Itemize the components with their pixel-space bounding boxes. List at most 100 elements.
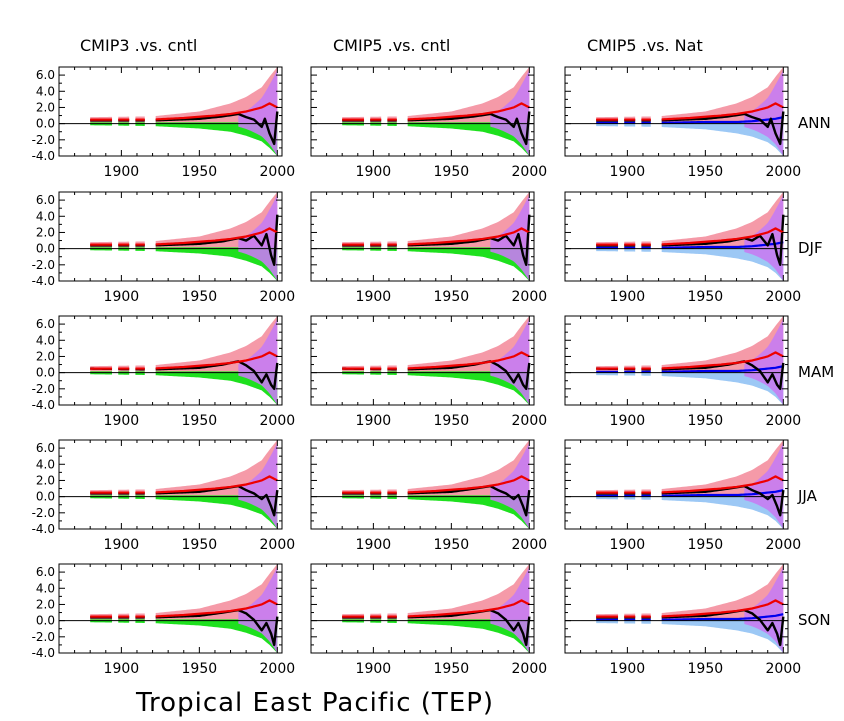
panel-frame <box>310 66 535 157</box>
plot-area <box>90 67 279 156</box>
y-tick-label: -4.0 <box>32 646 55 660</box>
y-tick-label: 4.0 <box>36 209 55 223</box>
cntl-band <box>155 495 278 529</box>
cntl-band <box>407 371 530 405</box>
forced-band <box>661 67 784 124</box>
row-label-djf: DJF <box>798 239 823 257</box>
panel-son-3: 1900 1950 2000 <box>564 563 801 677</box>
cntl-band <box>155 371 278 405</box>
plot-area <box>90 192 279 281</box>
y-tick-label: 2.0 <box>36 597 55 611</box>
y-tick-label: 6.0 <box>36 441 55 455</box>
x-tick-label: 2000 <box>512 661 548 677</box>
y-tick-label: 6.0 <box>36 193 55 207</box>
x-tick-label: 1900 <box>356 661 392 677</box>
x-tick-label: 2000 <box>260 661 296 677</box>
forced-trend-line <box>407 475 530 494</box>
panel-frame <box>564 191 789 282</box>
forced-trend-line <box>661 475 784 494</box>
forced-trend-line <box>661 351 784 370</box>
cntl-band <box>135 619 145 623</box>
y-tick-label: -2.0 <box>32 258 55 272</box>
panel-frame <box>58 563 283 654</box>
x-tick-label: 2000 <box>766 413 802 429</box>
cntl-band <box>387 247 397 251</box>
plot-area <box>596 316 785 405</box>
x-tick-label: 2000 <box>766 537 802 553</box>
obs-trend-line <box>661 111 785 146</box>
forced-band <box>155 316 278 373</box>
x-tick-label: 1900 <box>610 289 646 305</box>
cntl-band <box>155 122 278 156</box>
nat-band <box>661 122 784 156</box>
y-tick-label: 0.0 <box>36 366 55 380</box>
x-tick-label: 1900 <box>610 164 646 180</box>
y-tick-label: 2.0 <box>36 473 55 487</box>
forced-band <box>155 67 278 124</box>
forced-trend-line <box>407 102 530 121</box>
panel-frame <box>58 191 283 282</box>
obs-trend-line <box>407 214 531 267</box>
y-tick-label: 2.0 <box>36 349 55 363</box>
y-tick-label: 6.0 <box>36 68 55 82</box>
cntl-band <box>135 371 145 375</box>
x-tick-label: 1950 <box>434 289 470 305</box>
forced-trend-line <box>661 599 784 618</box>
overlap-band <box>238 318 278 405</box>
forced-band <box>407 192 530 249</box>
y-tick-label: 4.0 <box>36 84 55 98</box>
x-tick-label: 1950 <box>182 537 218 553</box>
y-tick-label: 0.0 <box>36 117 55 131</box>
panel-frame <box>58 439 283 530</box>
y-tick-label: 6.0 <box>36 565 55 579</box>
panel-son-1: 1900 1950 2000 6.0 4.0 2.0 0.0 -2.0 -4.0 <box>32 563 296 677</box>
x-tick-label: 2000 <box>260 164 296 180</box>
cntl-band <box>387 619 397 623</box>
panel-frame <box>58 315 283 406</box>
overlap-band <box>238 566 278 653</box>
x-tick-label: 2000 <box>512 289 548 305</box>
nat-trend-line <box>661 365 784 373</box>
nat-band <box>661 495 784 529</box>
overlap-band <box>490 194 530 281</box>
y-tick-label: 0.0 <box>36 490 55 504</box>
x-tick-label: 1900 <box>356 413 392 429</box>
plot-area <box>596 192 785 281</box>
forced-band <box>407 440 530 497</box>
x-tick-label: 2000 <box>512 164 548 180</box>
forced-trend-line <box>407 599 530 618</box>
x-tick-label: 1900 <box>104 413 140 429</box>
panel-ann-2: 1900 1950 2000 <box>310 66 548 180</box>
y-tick-label: -2.0 <box>32 133 55 147</box>
panel-jja-3: 1900 1950 2000 <box>564 439 802 553</box>
plot-area <box>90 316 279 405</box>
forced-trend-line <box>661 102 784 121</box>
cntl-band <box>407 247 530 281</box>
overlap-band <box>238 194 278 281</box>
x-tick-label: 1950 <box>688 537 724 553</box>
forced-band <box>661 192 784 249</box>
obs-trend-line <box>661 214 785 267</box>
panel-djf-2: 1900 1950 2000 <box>310 191 548 305</box>
y-tick-label: 6.0 <box>36 317 55 331</box>
column-title-cmip5-nat: CMIP5 .vs. Nat <box>587 36 703 55</box>
forced-trend-line <box>407 227 530 246</box>
y-tick-label: -2.0 <box>32 506 55 520</box>
panel-frame <box>310 563 535 654</box>
plot-area <box>596 67 785 156</box>
forced-band <box>155 440 278 497</box>
forced-trend-line <box>661 227 784 246</box>
x-tick-label: 1900 <box>356 289 392 305</box>
nat-band <box>661 371 784 405</box>
forced-trend-line <box>155 599 278 618</box>
overlap-band <box>744 566 784 653</box>
x-tick-label: 1950 <box>434 413 470 429</box>
x-tick-label: 1900 <box>104 164 140 180</box>
y-tick-label: 0.0 <box>36 614 55 628</box>
row-label-ann: ANN <box>798 114 831 132</box>
plot-area <box>342 564 531 653</box>
cntl-band <box>407 495 530 529</box>
forced-trend-line <box>155 351 278 370</box>
column-titles: CMIP3 .vs. cntl CMIP5 .vs. cntl CMIP5 .v… <box>80 36 703 55</box>
panels: 1900 1950 2000 6.0 4.0 2.0 0.0 -2.0 -4.0 1900 1950… <box>32 66 802 677</box>
